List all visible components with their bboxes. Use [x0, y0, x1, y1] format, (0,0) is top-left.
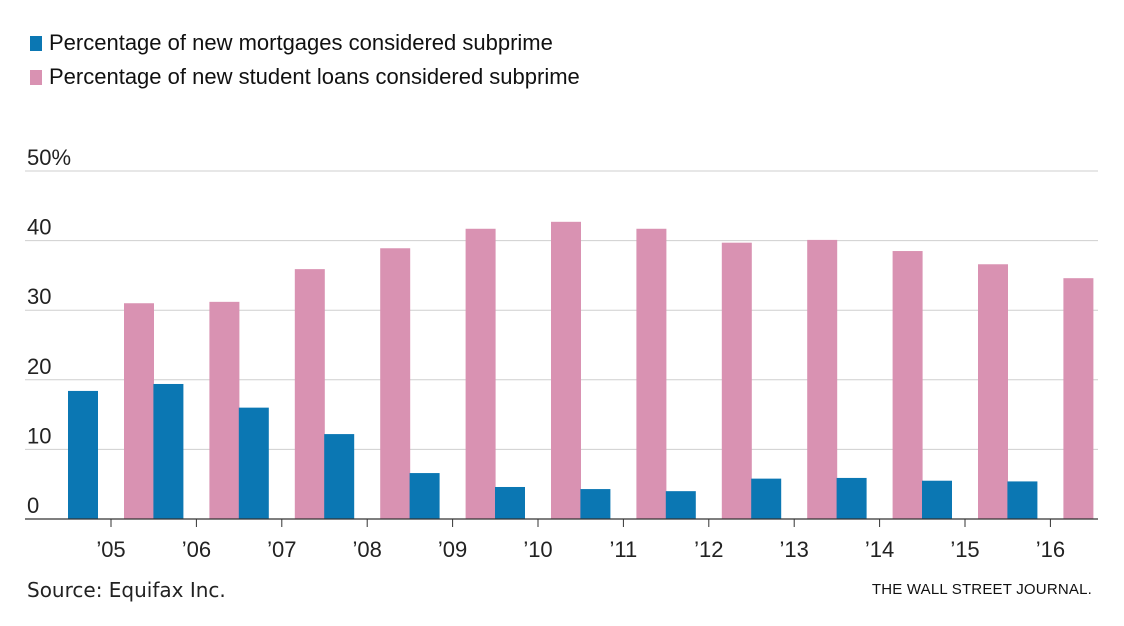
x-tick-label: ’12	[694, 537, 723, 562]
x-tick-label: ’13	[780, 537, 809, 562]
y-axis-ticks: 0 10 20 30 40 50%	[27, 145, 71, 518]
x-tick-label: ’16	[1036, 537, 1065, 562]
bar-mortgages-2	[238, 407, 269, 519]
source-note: Source: Equifax Inc.	[27, 578, 226, 602]
y-tick-label: 10	[27, 423, 51, 448]
bar-student-loans-11	[1063, 278, 1094, 519]
legend-swatch-student-loans	[30, 69, 42, 85]
bar-student-loans-6	[636, 228, 667, 519]
bar-mortgages-11	[1007, 481, 1038, 519]
y-tick-label: 40	[27, 215, 51, 240]
bar-mortgages-7	[665, 491, 696, 519]
bar-mortgages-10	[922, 480, 952, 519]
y-tick-label: 20	[27, 354, 51, 379]
legend: Percentage of new mortgages considered s…	[30, 26, 580, 94]
legend-label-student-loans: Percentage of new student loans consider…	[49, 64, 580, 89]
bar-student-loans-7	[721, 242, 752, 520]
x-tick-label: ’06	[182, 537, 211, 562]
bar-student-loans-1	[209, 301, 240, 519]
bar-mortgages-1	[153, 383, 184, 519]
legend-item-student-loans: Percentage of new student loans consider…	[30, 60, 580, 94]
x-tick-label: ’09	[438, 537, 467, 562]
bars	[68, 221, 1094, 520]
bar-mortgages-5	[495, 486, 525, 519]
bar-student-loans-8	[807, 239, 838, 520]
bar-mortgages-0	[68, 390, 98, 519]
x-tick-label: ’15	[950, 537, 979, 562]
y-tick-label: 50%	[27, 145, 71, 170]
x-tick-label: ’05	[96, 537, 125, 562]
x-tick-label: ’07	[267, 537, 296, 562]
bar-student-loans-4	[465, 228, 496, 519]
x-axis: ’05 ’06 ’07 ’08 ’09 ’10 ’11 ’12 ’13 ’14 ’15 ’16	[25, 518, 1098, 562]
bar-student-loans-5	[551, 221, 581, 520]
x-tick-label: ’08	[353, 537, 382, 562]
bar-mortgages-4	[409, 473, 440, 519]
bar-mortgages-9	[836, 477, 867, 519]
publisher-credit: THE WALL STREET JOURNAL.	[871, 581, 1092, 598]
legend-label-mortgages: Percentage of new mortgages considered s…	[49, 30, 553, 55]
x-tick-label: ’11	[610, 537, 638, 562]
bar-student-loans-3	[380, 248, 411, 520]
legend-item-mortgages: Percentage of new mortgages considered s…	[30, 26, 580, 60]
bar-mortgages-6	[580, 489, 611, 519]
legend-swatch-mortgages	[30, 35, 42, 51]
y-tick-label: 30	[27, 284, 51, 309]
bar-mortgages-8	[751, 478, 782, 519]
y-tick-label: 0	[27, 493, 39, 518]
bar-student-loans-10	[978, 264, 1008, 519]
bar-student-loans-0	[124, 303, 154, 519]
x-tick-label: ’14	[865, 537, 894, 562]
x-tick-label: ’10	[523, 537, 552, 562]
bar-student-loans-9	[892, 251, 923, 520]
bar-student-loans-2	[294, 269, 325, 519]
bar-mortgages-3	[324, 434, 355, 519]
